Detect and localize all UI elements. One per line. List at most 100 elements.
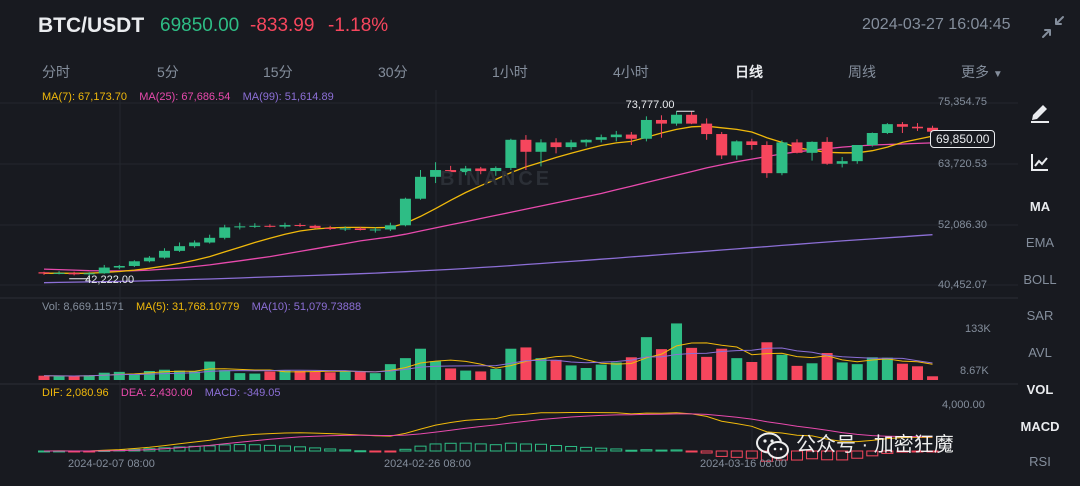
macd-histogram-bar — [173, 446, 186, 452]
wechat-watermark: 公众号 · 加密狂魔 — [756, 428, 954, 460]
macd-histogram-bar — [369, 450, 382, 453]
candle-body — [655, 119, 667, 124]
macd-histogram-bar — [278, 445, 291, 452]
macd-histogram-bar — [806, 450, 819, 460]
volume-bar — [384, 364, 396, 380]
tab-30m[interactable]: 30分 — [378, 64, 408, 80]
brand-watermark: BINANCE — [440, 168, 553, 190]
volume-legend: Vol: 8,669.11571 MA(5): 31,768.10779 MA(… — [42, 301, 361, 313]
macd-histogram-bar — [745, 450, 758, 459]
indicator-macd[interactable]: MACD — [1020, 419, 1060, 434]
legend-ma25: MA(25): 67,686.54 — [139, 91, 231, 103]
candle-body — [911, 126, 923, 129]
volume-bar — [264, 371, 276, 380]
high-label: 73,777.00 — [626, 99, 675, 111]
volume-bar — [731, 358, 743, 380]
pencil-icon[interactable] — [1028, 100, 1052, 124]
indicator-boll[interactable]: BOLL — [1023, 272, 1057, 287]
collapse-arrows-icon[interactable] — [1040, 14, 1066, 40]
candle-body — [369, 229, 381, 231]
volume-bar — [701, 356, 713, 380]
volume-bar — [309, 371, 321, 380]
macd-histogram-bar — [851, 450, 864, 459]
indicator-sar[interactable]: SAR — [1026, 308, 1054, 323]
current-price-tag: 69,850.00 — [930, 130, 996, 148]
candle-body — [610, 134, 622, 138]
pair-title[interactable]: BTC/USDT — [38, 14, 145, 37]
volume-bar — [655, 349, 667, 380]
volume-bar — [580, 368, 592, 380]
volume-bar — [415, 348, 426, 380]
candle-body — [761, 145, 773, 174]
volume-bar — [234, 373, 246, 380]
price-change: -833.99 — [250, 15, 315, 36]
candle-body — [671, 114, 683, 124]
volume-tick-label: 133K — [965, 323, 991, 335]
price-tick-label: 63,720.53 — [938, 158, 987, 170]
price-tick-label: 40,452.07 — [938, 279, 987, 291]
volume-bar — [445, 368, 457, 380]
candle-body — [460, 168, 472, 173]
macd-histogram-bar — [203, 445, 216, 452]
macd-histogram-bar — [625, 449, 638, 452]
candle-body — [189, 242, 201, 247]
volume-bar — [565, 365, 577, 380]
volume-bar — [776, 354, 788, 380]
indicator-avl[interactable]: AVL — [1028, 345, 1052, 360]
volume-bar — [746, 362, 758, 380]
tab-1w[interactable]: 周线 — [848, 64, 876, 80]
macd-histogram-bar — [248, 444, 261, 452]
volume-bar — [761, 342, 773, 380]
candle-body — [701, 123, 713, 135]
macd-histogram-bar — [534, 443, 547, 452]
volume-bar — [143, 371, 155, 380]
last-price: 69850.00 — [160, 15, 240, 36]
macd-histogram-bar — [550, 445, 563, 452]
candle-body — [294, 225, 306, 227]
volume-bar — [806, 363, 818, 380]
legend-macd: MACD: -349.05 — [204, 387, 281, 399]
macd-dif-line — [43, 412, 933, 452]
volume-bar — [911, 366, 923, 380]
candle-body — [716, 134, 728, 156]
chart-line-icon[interactable] — [1028, 150, 1052, 174]
time-tick-label: 2024-03-16 08:00 — [700, 458, 787, 470]
macd-histogram-bar — [866, 450, 879, 457]
indicator-rsi[interactable]: RSI — [1029, 454, 1051, 469]
candle-body — [204, 237, 216, 243]
candle-body — [430, 170, 442, 177]
candle-body — [354, 228, 366, 230]
tab-more[interactable]: 更多 ▼ — [961, 62, 1003, 82]
candle-body — [881, 124, 893, 134]
volume-bar — [836, 362, 848, 380]
ma25-line — [43, 142, 933, 272]
macd-histogram-bar — [429, 443, 442, 452]
candle-body — [580, 139, 592, 143]
macd-histogram-bar — [715, 450, 728, 457]
candle-body — [565, 142, 577, 148]
tab-4h[interactable]: 4小时 — [613, 64, 649, 80]
tab-5m[interactable]: 5分 — [157, 64, 179, 80]
volume-bar — [174, 370, 186, 380]
tab-15m[interactable]: 15分 — [263, 64, 293, 80]
legend-vol: Vol: 8,669.11571 — [42, 301, 124, 313]
candle-body — [535, 142, 547, 152]
indicator-vol[interactable]: VOL — [1026, 382, 1054, 397]
legend-dif: DIF: 2,080.96 — [42, 387, 109, 399]
macd-histogram-bar — [444, 442, 457, 452]
indicator-ma[interactable]: MA — [1029, 199, 1051, 214]
tab-1h[interactable]: 1小时 — [492, 64, 528, 80]
indicator-panel: MA EMA BOLL SAR AVL VOL MACD RSI — [1018, 90, 1080, 486]
candle-body — [927, 127, 939, 132]
macd-histogram-bar — [354, 450, 367, 453]
candle-body — [776, 142, 788, 174]
macd-histogram-bar — [504, 442, 517, 452]
kline-chart[interactable]: 73,777.00 42,222.00 — [0, 0, 1018, 486]
volume-bar — [430, 361, 442, 380]
tab-time[interactable]: 分时 — [42, 64, 70, 80]
volume-bar — [158, 369, 170, 380]
volume-bar — [927, 376, 939, 380]
indicator-ema[interactable]: EMA — [1025, 235, 1055, 250]
candle-body — [264, 225, 276, 227]
tab-1d[interactable]: 日线 — [735, 64, 763, 80]
